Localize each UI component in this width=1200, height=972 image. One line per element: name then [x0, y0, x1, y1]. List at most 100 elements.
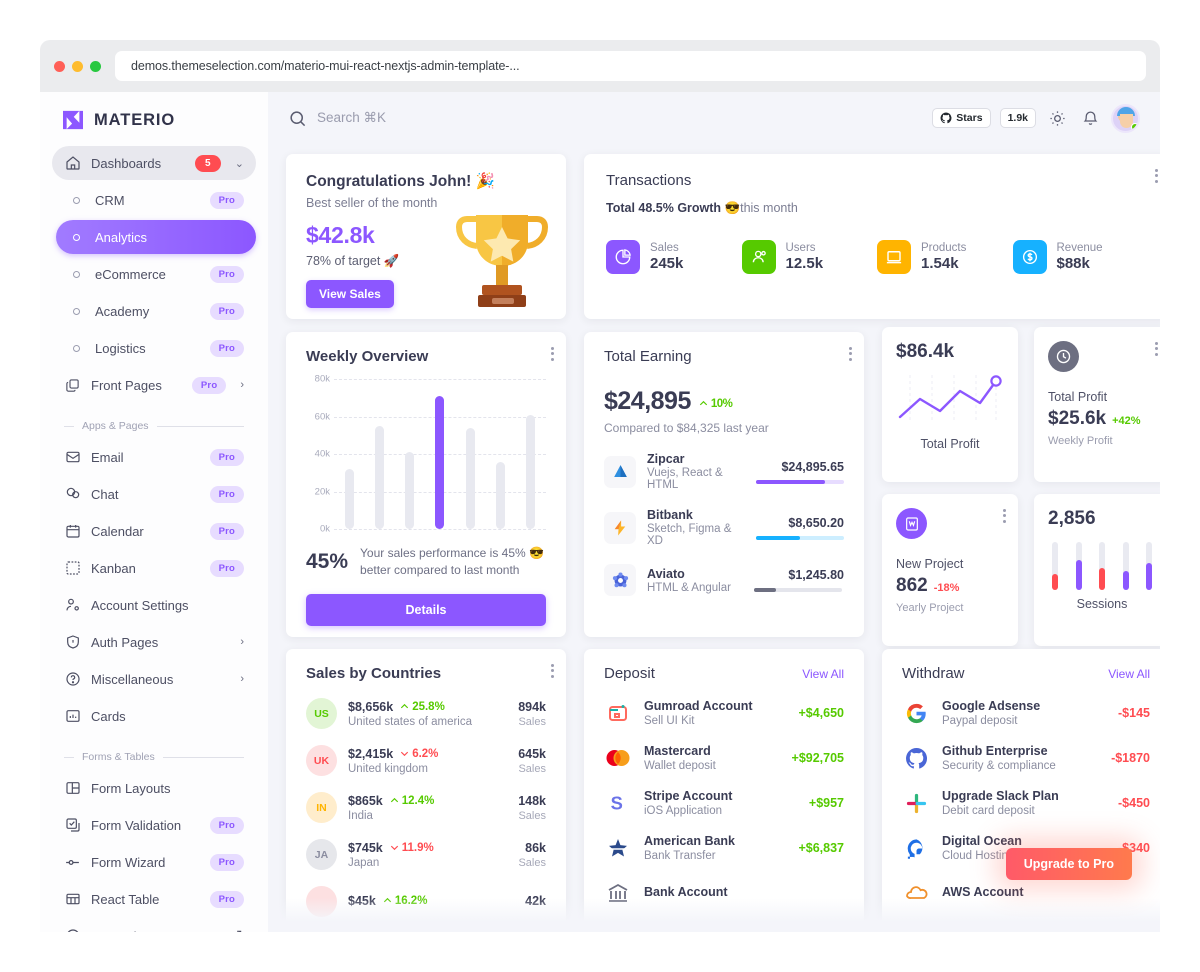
- sessions-bar-track: [1099, 542, 1105, 590]
- sidebar-item-label: Cards: [91, 708, 126, 724]
- sidebar-item-miscellaneous[interactable]: Miscellaneous ›: [52, 662, 256, 696]
- earning-item-amount: $8,650.20: [788, 515, 844, 530]
- country-percent: 11.9%: [389, 842, 434, 854]
- sidebar-item-calendar[interactable]: Calendar Pro: [52, 514, 256, 548]
- project-value-row: 862 -18%: [896, 575, 1004, 597]
- sessions-bar-fill: [1075, 560, 1082, 590]
- gumroad-icon: [609, 705, 627, 721]
- sidebar-item-analytics[interactable]: Analytics: [56, 220, 256, 254]
- clock-icon: [1048, 341, 1079, 372]
- withdraw-view-all-link[interactable]: View All: [1108, 666, 1150, 681]
- gear-glyph: [612, 572, 628, 587]
- sidebar-item-react-table[interactable]: React Table Pro: [52, 882, 256, 916]
- card-title: Sales by Countries: [306, 665, 442, 682]
- sidebar-item-auth-pages[interactable]: Auth Pages ›: [52, 625, 256, 659]
- card-title: Withdraw: [902, 665, 965, 682]
- country-amount: $2,415k: [348, 746, 394, 761]
- country-amount-row: $45k 16.2%: [348, 894, 427, 908]
- sidebar-item-dashboards[interactable]: Dashboards 5 ⌄: [52, 146, 256, 180]
- chevron-right-icon: ›: [240, 379, 244, 391]
- sidebar-item-ecommerce[interactable]: eCommerce Pro: [56, 257, 256, 291]
- sessions-bar-track: [1122, 542, 1129, 590]
- online-status-dot: [1131, 122, 1138, 131]
- chevron-down-icon: [390, 845, 398, 851]
- transaction-row: Bank Account: [604, 879, 844, 907]
- kanban-icon: [64, 560, 81, 577]
- shield-icon: [64, 634, 81, 651]
- pro-badge: Pro: [209, 522, 244, 540]
- sidebar-item-label: Miscellaneous: [91, 671, 174, 687]
- stat-label: Sales: [650, 242, 679, 254]
- dashboards-count-badge: 5: [194, 154, 221, 172]
- notifications-button[interactable]: [1078, 106, 1102, 130]
- brand[interactable]: MATERIO: [40, 92, 268, 146]
- avatar[interactable]: [1111, 103, 1140, 133]
- sidebar-item-form-wizard[interactable]: Form Wizard Pro: [52, 845, 256, 879]
- stat-text: Revenue $88k: [1057, 242, 1103, 272]
- country-sales: 894k: [518, 699, 546, 714]
- profit-menu-button[interactable]: [1155, 339, 1158, 358]
- withdraw-card: Withdraw View All Google Adsense Paypal d…: [882, 649, 1160, 932]
- countries-menu-button[interactable]: [551, 661, 554, 680]
- address-bar[interactable]: demos.themeselection.com/materio-mui-rea…: [115, 51, 1146, 81]
- sidebar-item-label: Logistics: [95, 340, 146, 356]
- sidebar-item-label: Account Settings: [91, 597, 189, 613]
- sidebar-item-academy[interactable]: Academy Pro: [56, 294, 256, 328]
- theme-toggle-button[interactable]: [1045, 106, 1069, 130]
- github-stars-button[interactable]: Stars: [932, 108, 991, 128]
- sidebar-item-cards[interactable]: Cards: [52, 699, 256, 733]
- sessions-bar-track: [1075, 542, 1082, 590]
- divider: [64, 425, 74, 427]
- country-sales-block: 148k Sales: [518, 794, 546, 822]
- stat-value: 245k: [650, 255, 684, 272]
- upgrade-to-pro-button[interactable]: Upgrade to Pro: [1005, 848, 1132, 880]
- countries-list: US $8,656k 25.8% United states of america 89…: [306, 698, 546, 917]
- country-amount-row: $2,415k 6.2%: [348, 747, 438, 761]
- pro-badge: Pro: [209, 816, 244, 834]
- sidebar-item-logistics[interactable]: Logistics Pro: [56, 331, 256, 365]
- sessions-value: 2,856: [1048, 508, 1096, 529]
- search-input[interactable]: Search ⌘K: [288, 109, 386, 128]
- transaction-text: American Bank Bank Transfer: [644, 834, 735, 862]
- deposit-view-all-link[interactable]: View All: [802, 666, 844, 681]
- sidebar-item-account-settings[interactable]: Account Settings: [52, 588, 256, 622]
- form-wizard-icon: [64, 854, 81, 871]
- congrats-value: $42.8k: [306, 222, 375, 248]
- transaction-sub: Paypal deposit: [942, 715, 1018, 727]
- bar: [526, 414, 536, 529]
- earning-menu-button[interactable]: [849, 344, 852, 363]
- stars-count[interactable]: 1.9k: [999, 108, 1036, 128]
- country-percent: 16.2%: [382, 895, 427, 907]
- earning-item-name: Zipcar: [647, 452, 685, 466]
- pro-badge: Pro: [209, 559, 244, 577]
- sidebar-item-front-pages[interactable]: Front Pages Pro ›: [52, 368, 256, 402]
- bar-series: [334, 379, 546, 529]
- earning-item-amount-block: $24,895.65: [756, 460, 844, 484]
- earning-item-name: Aviato: [647, 566, 685, 581]
- divider: [156, 425, 244, 427]
- minimize-window-button[interactable]: [72, 60, 83, 72]
- project-menu-button[interactable]: [1003, 506, 1006, 525]
- sidebar-item-kanban[interactable]: Kanban Pro: [52, 551, 256, 585]
- google-icon: [906, 703, 926, 723]
- view-sales-button[interactable]: View Sales: [306, 280, 394, 308]
- sidebar-item-crm[interactable]: CRM Pro: [56, 183, 256, 217]
- earning-item-desc: Sketch, Figma & XD: [647, 523, 732, 547]
- country-sales: 42k: [525, 893, 546, 908]
- github-icon: [905, 747, 927, 768]
- transaction-amount: +$4,650: [798, 706, 844, 720]
- maximize-window-button[interactable]: [90, 60, 101, 72]
- sidebar-item-form-layouts[interactable]: Form Layouts: [52, 771, 256, 805]
- close-window-button[interactable]: [54, 60, 65, 72]
- sidebar-item-chat[interactable]: Chat Pro: [52, 477, 256, 511]
- form-layout-icon: [64, 780, 81, 797]
- sidebar-item-form-validation[interactable]: Form Validation Pro: [52, 808, 256, 842]
- stat-value: $88k: [1056, 255, 1090, 272]
- weekly-menu-button[interactable]: [551, 344, 554, 363]
- sidebar-item-form-elements[interactable]: Form Elements: [52, 919, 256, 932]
- transactions-menu-button[interactable]: [1155, 166, 1158, 185]
- github-icon: [902, 744, 930, 772]
- bar: [465, 427, 475, 529]
- details-button[interactable]: Details: [306, 593, 546, 626]
- sidebar-item-email[interactable]: Email Pro: [52, 440, 256, 474]
